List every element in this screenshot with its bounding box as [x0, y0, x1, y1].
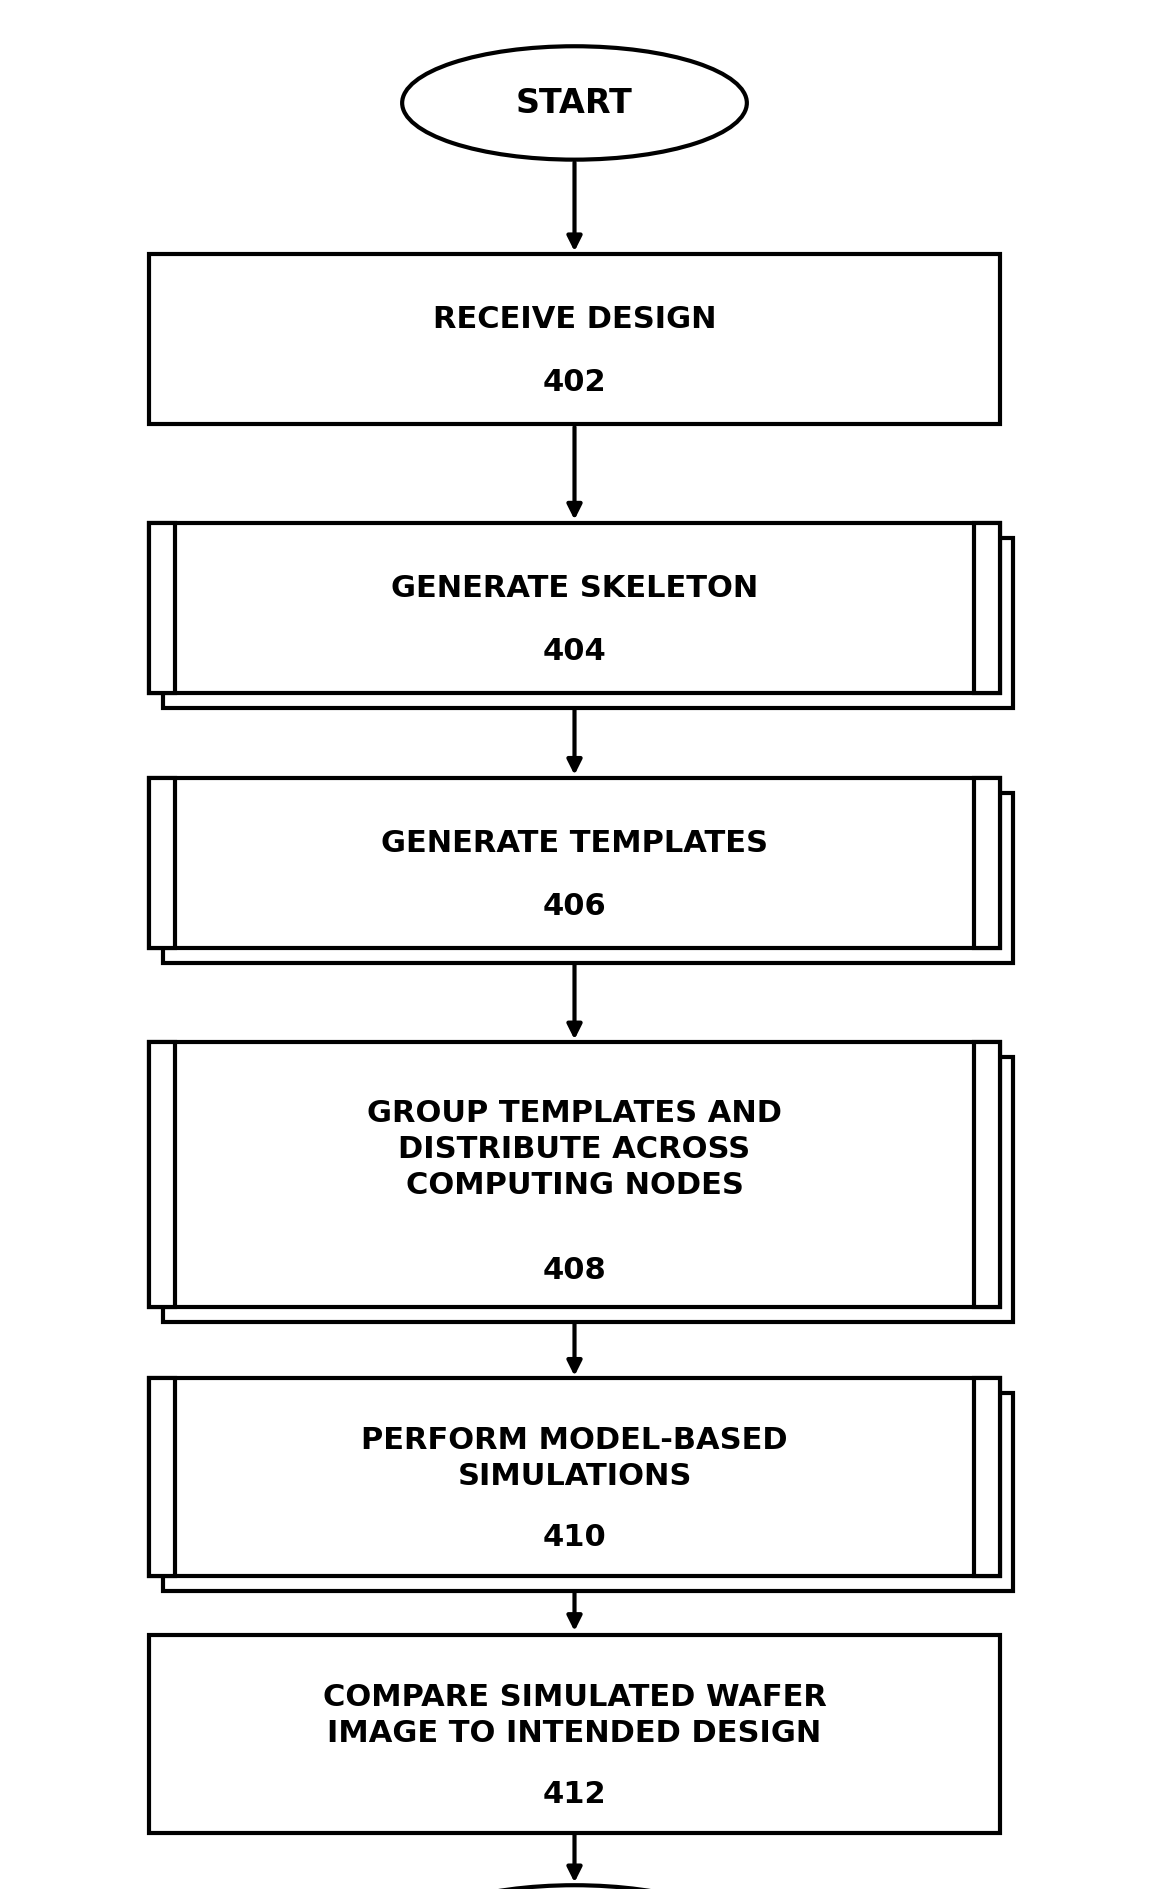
Text: RECEIVE DESIGN: RECEIVE DESIGN — [433, 306, 716, 334]
Text: 410: 410 — [542, 1523, 607, 1551]
Text: 406: 406 — [542, 892, 607, 920]
Bar — [149, 778, 175, 948]
Ellipse shape — [402, 1885, 747, 1889]
Text: GENERATE SKELETON: GENERATE SKELETON — [391, 574, 758, 603]
Bar — [149, 523, 175, 693]
Bar — [163, 793, 1013, 963]
Bar — [163, 1058, 1013, 1322]
Bar — [149, 1043, 175, 1307]
Bar — [974, 1379, 1000, 1575]
Text: PERFORM MODEL-BASED
SIMULATIONS: PERFORM MODEL-BASED SIMULATIONS — [361, 1424, 788, 1490]
Text: START: START — [516, 87, 633, 121]
Bar — [149, 1043, 1000, 1307]
Text: 404: 404 — [542, 637, 607, 665]
Ellipse shape — [402, 47, 747, 161]
Bar — [149, 1634, 1000, 1832]
Bar — [163, 1394, 1013, 1591]
Text: 408: 408 — [542, 1256, 607, 1285]
Bar — [163, 538, 1013, 708]
Bar — [149, 778, 1000, 948]
Bar — [149, 1379, 175, 1575]
Text: 412: 412 — [542, 1779, 607, 1808]
Bar — [974, 523, 1000, 693]
Bar — [149, 523, 1000, 693]
Text: 402: 402 — [542, 368, 607, 397]
Bar — [974, 778, 1000, 948]
Text: GENERATE TEMPLATES: GENERATE TEMPLATES — [381, 829, 768, 858]
Bar — [149, 255, 1000, 425]
Bar — [974, 1043, 1000, 1307]
Text: COMPARE SIMULATED WAFER
IMAGE TO INTENDED DESIGN: COMPARE SIMULATED WAFER IMAGE TO INTENDE… — [323, 1681, 826, 1747]
Text: GROUP TEMPLATES AND
DISTRIBUTE ACROSS
COMPUTING NODES: GROUP TEMPLATES AND DISTRIBUTE ACROSS CO… — [367, 1098, 782, 1200]
Bar — [149, 1379, 1000, 1575]
